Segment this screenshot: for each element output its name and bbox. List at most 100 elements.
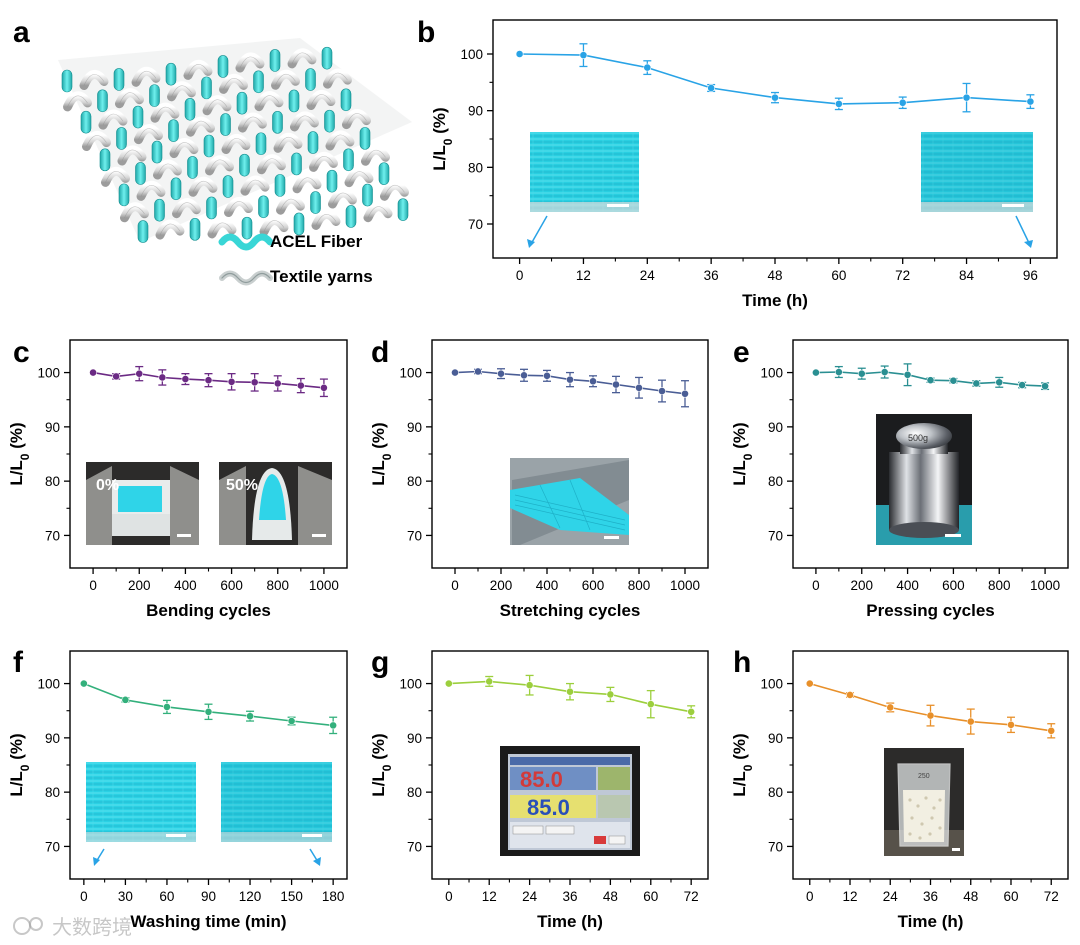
data-point bbox=[79, 679, 88, 688]
arrow-b-left bbox=[530, 215, 548, 245]
x-tick-label: 96 bbox=[1023, 268, 1038, 283]
data-point bbox=[646, 700, 655, 709]
y-tick-label: 90 bbox=[45, 420, 60, 435]
yarn-swatch-icon bbox=[219, 270, 273, 286]
data-point bbox=[1041, 382, 1049, 391]
inset-e-weight-label: 500g bbox=[908, 433, 928, 443]
x-tick-label: 60 bbox=[831, 268, 846, 283]
weave-fiber-segment bbox=[293, 212, 305, 236]
data-point bbox=[880, 368, 889, 376]
weave-fiber-segment bbox=[258, 195, 269, 219]
x-axis-label: Time (h) bbox=[742, 291, 808, 310]
x-tick-label: 1000 bbox=[1030, 578, 1060, 593]
weave-fiber-segment bbox=[80, 110, 92, 134]
data-point bbox=[273, 379, 282, 388]
weave-fiber-segment bbox=[343, 148, 354, 172]
data-point bbox=[707, 84, 716, 92]
x-tick-label: 24 bbox=[640, 268, 656, 283]
data-point bbox=[658, 387, 666, 395]
data-point bbox=[681, 389, 689, 398]
inset-h-beaker-photo: 250 bbox=[884, 748, 964, 856]
x-tick-label: 1000 bbox=[670, 578, 700, 593]
inset-c-label-0: 0% bbox=[96, 477, 119, 494]
fiber-swatch-icon bbox=[218, 233, 274, 251]
weave-fiber-segment bbox=[359, 127, 371, 150]
y-axis-label: L/L0 (%) bbox=[369, 733, 394, 796]
y-axis-label: L/L0 (%) bbox=[730, 422, 755, 485]
data-point bbox=[250, 378, 259, 387]
x-tick-label: 60 bbox=[159, 889, 174, 904]
y-tick-label: 90 bbox=[45, 731, 60, 746]
x-axis-label: Bending cycles bbox=[146, 601, 271, 620]
inset-b-initial-fabric-photo bbox=[530, 132, 639, 212]
inset-g-top-value: 85.0 bbox=[520, 767, 563, 792]
weave-fiber-segment bbox=[305, 68, 316, 91]
data-point bbox=[543, 371, 551, 380]
watermark-logo-icon bbox=[13, 917, 31, 935]
panel-letter-b: b bbox=[417, 16, 435, 49]
x-tick-label: 800 bbox=[628, 578, 651, 593]
weave-fiber-segment bbox=[189, 218, 201, 241]
weave-fiber-segment bbox=[118, 183, 130, 207]
data-point bbox=[612, 380, 620, 389]
data-point bbox=[846, 691, 854, 699]
weave-fiber-segment bbox=[135, 162, 146, 185]
data-point bbox=[687, 707, 696, 716]
weave-fiber-segment bbox=[340, 88, 352, 112]
data-point bbox=[995, 378, 1004, 387]
chart-h: 0 12 24 36 48 60 72 70 80 90 100 Time (h) L/L0 (%) bbox=[730, 650, 1069, 931]
panel-letter-e: e bbox=[733, 336, 750, 369]
x-tick-label: 0 bbox=[89, 578, 97, 593]
scale-bar bbox=[302, 834, 322, 837]
x-tick-label: 800 bbox=[988, 578, 1011, 593]
weave-fiber-segment bbox=[222, 175, 234, 198]
weave-fiber-segment bbox=[151, 140, 163, 164]
inset-f-before-wash-photo bbox=[86, 762, 196, 842]
y-tick-label: 100 bbox=[760, 366, 783, 381]
data-point bbox=[158, 373, 167, 382]
weave-fiber-segment bbox=[201, 76, 212, 100]
data-point bbox=[485, 677, 494, 686]
x-tick-label: 90 bbox=[201, 889, 216, 904]
weave-fiber-segment bbox=[310, 191, 321, 214]
x-tick-label: 200 bbox=[128, 578, 151, 593]
x-tick-label: 24 bbox=[883, 889, 899, 904]
weave-fiber-segment bbox=[154, 198, 165, 222]
chart-f: 0 30 60 90 120 150 180 70 80 90 100 Washing time (m… bbox=[7, 650, 348, 931]
x-tick-label: 48 bbox=[963, 889, 978, 904]
weave-fiber-segment bbox=[397, 198, 409, 221]
data-point bbox=[566, 687, 574, 696]
weave-fiber-segment bbox=[168, 119, 179, 142]
y-tick-label: 70 bbox=[407, 528, 422, 543]
data-point bbox=[112, 372, 121, 381]
y-tick-label: 80 bbox=[768, 785, 783, 800]
y-tick-label: 100 bbox=[399, 366, 422, 381]
data-point bbox=[949, 376, 958, 385]
data-point bbox=[886, 703, 895, 712]
data-point bbox=[246, 712, 254, 721]
x-tick-label: 400 bbox=[174, 578, 197, 593]
data-point bbox=[579, 51, 588, 60]
scale-bar bbox=[945, 534, 961, 537]
weave-fiber-segment bbox=[378, 162, 390, 185]
weave-fiber-segment bbox=[291, 152, 302, 176]
y-axis-label: L/L0 (%) bbox=[430, 107, 455, 170]
x-tick-label: 12 bbox=[842, 889, 857, 904]
weave-fiber-segment bbox=[288, 89, 300, 113]
weave-fiber-segment bbox=[241, 216, 253, 240]
weave-fiber-segment bbox=[184, 97, 196, 121]
x-tick-label: 200 bbox=[490, 578, 513, 593]
inset-c-bent-photo: 50% bbox=[219, 462, 332, 545]
x-tick-label: 0 bbox=[812, 578, 820, 593]
x-axis-label: Washing time (min) bbox=[130, 912, 286, 931]
y-tick-label: 70 bbox=[407, 839, 422, 854]
data-point bbox=[525, 681, 534, 690]
y-axis-label: L/L0 (%) bbox=[730, 733, 755, 796]
x-tick-label: 36 bbox=[923, 889, 938, 904]
weave-fiber-segment bbox=[97, 89, 108, 113]
x-tick-label: 48 bbox=[603, 889, 618, 904]
y-tick-label: 100 bbox=[760, 677, 783, 692]
watermark-text: 大数跨境 bbox=[52, 915, 132, 939]
legend-fiber: ACEL Fiber bbox=[218, 232, 363, 251]
weave-fiber-segment bbox=[165, 62, 177, 86]
